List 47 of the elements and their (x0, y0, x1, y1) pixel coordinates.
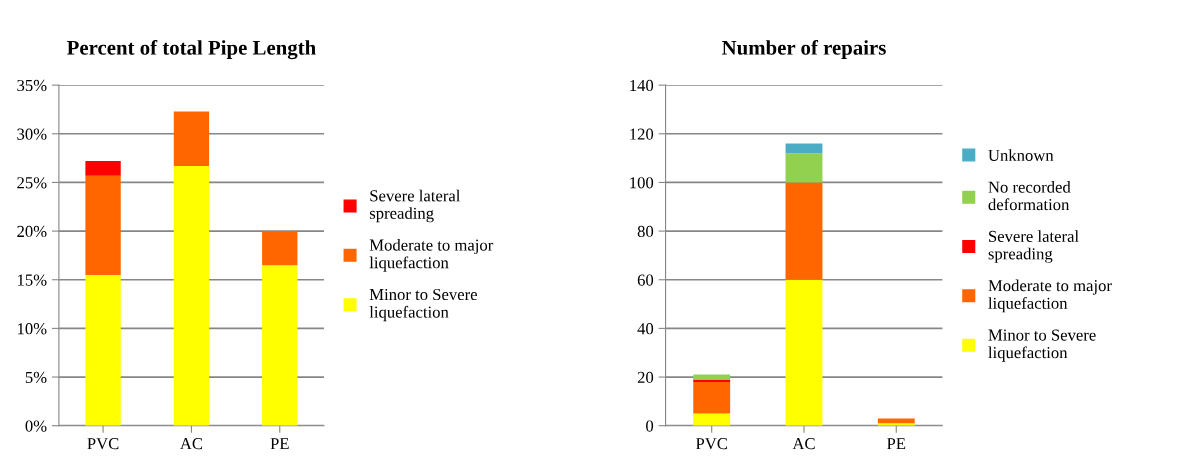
y-tick-label: 0% (25, 420, 47, 432)
bar (877, 418, 915, 424)
y-tick-label: 80 (637, 225, 654, 238)
bar (85, 274, 121, 426)
bar (785, 279, 823, 426)
bar (693, 381, 731, 414)
x-tick-label: PVC (87, 438, 119, 450)
bar (173, 165, 210, 426)
bar (85, 161, 121, 176)
bar (262, 265, 298, 426)
bar (173, 111, 210, 166)
y-tick-label: 20 (637, 371, 654, 383)
y-tick-label: 0 (646, 420, 654, 432)
y-tick-label: 25% (17, 177, 47, 189)
x-tick-label: PE (270, 438, 289, 450)
legend-label: No recorded deformation (988, 181, 1071, 211)
legend-label: Severe lateral spreading (369, 189, 461, 223)
y-tick-label: 60 (637, 274, 654, 286)
y-tick-label: 15% (18, 274, 47, 286)
y-tick-label: 40 (637, 323, 654, 335)
bar (262, 231, 298, 266)
bar (785, 153, 823, 183)
bar (785, 143, 823, 154)
y-tick-label: 140 (630, 79, 654, 92)
legend-label: Severe lateral spreading (988, 230, 1079, 263)
bar (85, 175, 121, 275)
x-tick-label: PVC (695, 438, 727, 450)
x-tick-label: AC (792, 438, 815, 450)
bar (693, 379, 731, 382)
x-tick-label: AC (180, 438, 203, 450)
bar (693, 413, 731, 426)
y-tick-label: 30% (17, 128, 47, 140)
y-tick-label: 20% (17, 225, 47, 238)
chart-title: Number of repairs (722, 39, 886, 60)
y-tick-label: 5% (25, 371, 47, 384)
y-tick-label: 35% (17, 79, 47, 92)
legend-label: Moderate to major liquefaction (369, 238, 494, 272)
y-tick-label: 10% (18, 323, 47, 335)
chart-title: Percent of total Pipe Length (66, 39, 316, 60)
legend-label: Moderate to major liquefaction (988, 279, 1112, 313)
bar (785, 182, 823, 280)
legend-label: Minor to Severe liquefaction (988, 329, 1096, 362)
y-tick-label: 100 (630, 177, 654, 189)
x-tick-label: PE (887, 438, 906, 450)
legend-label: Unknown (988, 149, 1054, 161)
legend-label: Minor to Severe liquefaction (369, 288, 477, 322)
y-tick-label: 120 (630, 128, 654, 140)
